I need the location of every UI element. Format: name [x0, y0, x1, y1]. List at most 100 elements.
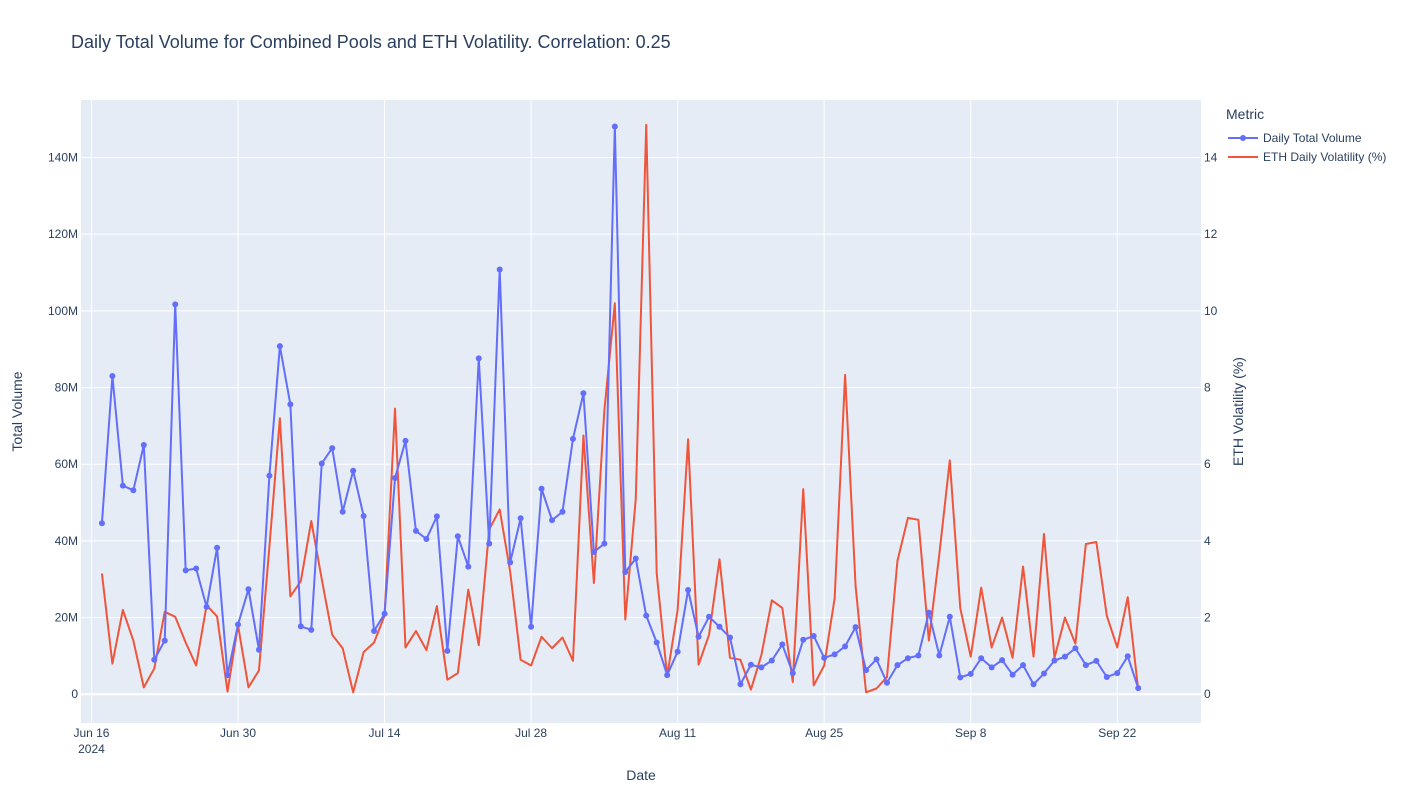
- volume-point: [423, 535, 430, 542]
- volume-point: [1124, 653, 1131, 660]
- volume-point: [925, 609, 932, 616]
- volume-point: [412, 527, 419, 534]
- volume-point: [182, 567, 189, 574]
- volume-point: [266, 472, 273, 479]
- volume-point: [339, 508, 346, 515]
- legend-label-volatility: ETH Daily Volatility (%): [1263, 149, 1387, 164]
- x-tick-label: Jun 16: [73, 726, 109, 740]
- volume-point: [580, 390, 587, 397]
- volume-point: [538, 485, 545, 492]
- volume-point: [632, 555, 639, 562]
- y2-tick-label: 2: [1204, 611, 1211, 625]
- volume-point: [873, 656, 880, 663]
- volume-point: [883, 679, 890, 686]
- volume-point: [360, 512, 367, 519]
- x-tick-sublabel: 2024: [78, 742, 105, 756]
- volume-point: [172, 301, 179, 308]
- x-tick-label: Jun 30: [220, 726, 256, 740]
- x-axis-title: Date: [626, 767, 656, 783]
- volume-point: [831, 651, 838, 658]
- volume-point: [999, 657, 1006, 664]
- volume-point: [590, 549, 597, 556]
- volume-point: [685, 586, 692, 593]
- volume-point: [758, 664, 765, 671]
- volume-point: [622, 568, 629, 575]
- x-tick-label: Sep 22: [1098, 726, 1136, 740]
- x-tick-label: Aug 11: [659, 726, 696, 740]
- volume-point: [528, 623, 535, 630]
- volume-point: [214, 544, 221, 551]
- volume-point: [255, 646, 262, 653]
- volume-point: [465, 563, 472, 570]
- legend-swatch-volume: [1226, 131, 1258, 145]
- volume-point: [1040, 670, 1047, 677]
- volume-point: [444, 647, 451, 654]
- legend-item-volume[interactable]: Daily Total Volume: [1226, 128, 1386, 147]
- volume-point: [371, 627, 378, 634]
- volume-point: [276, 343, 283, 350]
- volume-point: [946, 613, 953, 620]
- volume-point: [664, 672, 671, 679]
- y2-tick-label: 10: [1204, 304, 1218, 318]
- volume-point: [569, 435, 576, 442]
- y-tick-label: 0: [71, 687, 78, 701]
- volume-point: [1082, 662, 1089, 669]
- x-tick-label: Sep 8: [955, 726, 987, 740]
- volume-point: [936, 652, 943, 659]
- volume-point: [329, 445, 336, 452]
- volume-point: [800, 636, 807, 643]
- volume-point: [967, 670, 974, 677]
- series-volatility: [100, 123, 1140, 694]
- x-axis: Jun 16 2024 Jun 30 Jul 14 Jul 28 Aug 11 Aug 25…: [73, 726, 1136, 756]
- volume-point: [559, 508, 566, 515]
- volume-point: [789, 670, 796, 677]
- legend-item-volatility[interactable]: ETH Daily Volatility (%): [1226, 147, 1386, 166]
- volume-point: [842, 643, 849, 650]
- volume-point: [203, 603, 210, 610]
- volume-point: [915, 652, 922, 659]
- volume-point: [402, 437, 409, 444]
- x-tick-label: Jul 28: [515, 726, 547, 740]
- y2-tick-label: 4: [1204, 534, 1211, 548]
- volume-point: [193, 565, 200, 572]
- volume-point: [109, 373, 116, 380]
- volume-point: [350, 467, 357, 474]
- volume-point: [1009, 671, 1016, 678]
- volume-point: [1020, 662, 1027, 669]
- volume-point: [653, 639, 660, 646]
- volume-point: [747, 661, 754, 668]
- volume-point: [454, 533, 461, 540]
- volume-point: [1030, 681, 1037, 688]
- volume-point: [433, 513, 440, 520]
- y-tick-label: 140M: [48, 151, 78, 165]
- y-tick-label: 80M: [55, 381, 78, 395]
- volume-point: [779, 641, 786, 648]
- volume-point: [245, 586, 252, 593]
- volatility-line: [100, 123, 1140, 694]
- legend: Metric Daily Total Volume ETH Daily Vola…: [1226, 106, 1386, 166]
- y-axis-left: 0 20M 40M 60M 80M 100M 120M 140M: [48, 151, 78, 702]
- y-axis-left-title: Total Volume: [9, 371, 25, 451]
- volume-point: [706, 613, 713, 620]
- volume-point: [674, 648, 681, 655]
- y2-tick-label: 12: [1204, 227, 1218, 241]
- volume-point: [1061, 653, 1068, 660]
- y-axis-right-title: ETH Volatility (%): [1230, 357, 1246, 466]
- y-tick-label: 100M: [48, 304, 78, 318]
- volume-point: [151, 656, 158, 663]
- volume-point: [1093, 657, 1100, 664]
- y-tick-label: 20M: [55, 611, 78, 625]
- volume-point: [737, 681, 744, 688]
- y2-tick-label: 6: [1204, 457, 1211, 471]
- volume-point: [894, 662, 901, 669]
- volume-point: [130, 487, 137, 494]
- series-layer: [98, 123, 1142, 694]
- volume-point: [161, 637, 168, 644]
- volume-point: [224, 672, 231, 679]
- volume-point: [1072, 645, 1079, 652]
- y2-tick-label: 8: [1204, 381, 1211, 395]
- y-axis-right: 0 2 4 6 8 10 12 14: [1204, 151, 1218, 702]
- legend-label-volume: Daily Total Volume: [1263, 130, 1362, 145]
- volume-point: [810, 632, 817, 639]
- volume-point: [475, 355, 482, 362]
